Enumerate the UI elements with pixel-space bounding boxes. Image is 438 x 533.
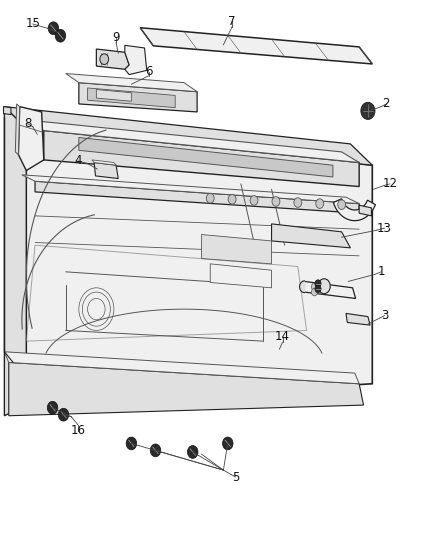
Text: 16: 16 xyxy=(71,424,85,437)
Text: 2: 2 xyxy=(382,98,390,110)
Circle shape xyxy=(55,29,66,42)
Polygon shape xyxy=(346,313,370,325)
Text: 15: 15 xyxy=(25,18,40,30)
Polygon shape xyxy=(35,181,359,213)
Polygon shape xyxy=(140,28,372,64)
Text: 3: 3 xyxy=(381,309,388,322)
Polygon shape xyxy=(4,107,26,416)
Polygon shape xyxy=(359,205,371,216)
Polygon shape xyxy=(26,245,307,341)
Circle shape xyxy=(206,193,214,203)
Polygon shape xyxy=(79,83,197,112)
Text: 9: 9 xyxy=(112,31,120,44)
Text: 12: 12 xyxy=(382,177,397,190)
Circle shape xyxy=(315,285,321,293)
Circle shape xyxy=(100,54,109,64)
Polygon shape xyxy=(79,138,333,177)
Circle shape xyxy=(187,446,198,458)
Polygon shape xyxy=(125,45,147,75)
Circle shape xyxy=(338,200,346,209)
Polygon shape xyxy=(210,264,272,288)
Circle shape xyxy=(47,401,58,414)
Polygon shape xyxy=(272,224,350,248)
Polygon shape xyxy=(26,120,359,163)
Circle shape xyxy=(361,102,375,119)
Polygon shape xyxy=(92,160,116,165)
Polygon shape xyxy=(201,235,272,264)
Text: 13: 13 xyxy=(377,222,392,235)
Polygon shape xyxy=(4,107,372,165)
Polygon shape xyxy=(96,90,131,101)
Circle shape xyxy=(48,22,59,35)
Text: 1: 1 xyxy=(377,265,385,278)
Circle shape xyxy=(126,437,137,450)
Polygon shape xyxy=(4,107,11,115)
Circle shape xyxy=(311,288,318,296)
Polygon shape xyxy=(304,281,356,298)
Polygon shape xyxy=(66,74,197,92)
Circle shape xyxy=(294,198,302,207)
Text: 6: 6 xyxy=(145,66,153,78)
Circle shape xyxy=(311,283,318,290)
Text: 5: 5 xyxy=(232,471,239,483)
Text: 14: 14 xyxy=(275,330,290,343)
Circle shape xyxy=(315,280,321,287)
Polygon shape xyxy=(4,352,359,384)
Text: 4: 4 xyxy=(74,155,82,167)
Polygon shape xyxy=(22,175,359,204)
Circle shape xyxy=(318,279,330,294)
Polygon shape xyxy=(300,281,304,293)
Polygon shape xyxy=(18,107,44,171)
Polygon shape xyxy=(44,131,359,187)
Text: 8: 8 xyxy=(24,117,31,130)
Circle shape xyxy=(150,444,161,457)
Polygon shape xyxy=(96,49,129,69)
Polygon shape xyxy=(333,199,375,221)
Circle shape xyxy=(223,437,233,450)
Circle shape xyxy=(316,199,324,208)
Polygon shape xyxy=(26,128,372,405)
Circle shape xyxy=(58,408,69,421)
Circle shape xyxy=(272,197,280,206)
Circle shape xyxy=(250,196,258,205)
Circle shape xyxy=(228,195,236,204)
Polygon shape xyxy=(94,163,118,179)
Text: 7: 7 xyxy=(228,15,236,28)
Polygon shape xyxy=(9,362,364,416)
Polygon shape xyxy=(88,88,175,108)
Polygon shape xyxy=(15,104,20,155)
